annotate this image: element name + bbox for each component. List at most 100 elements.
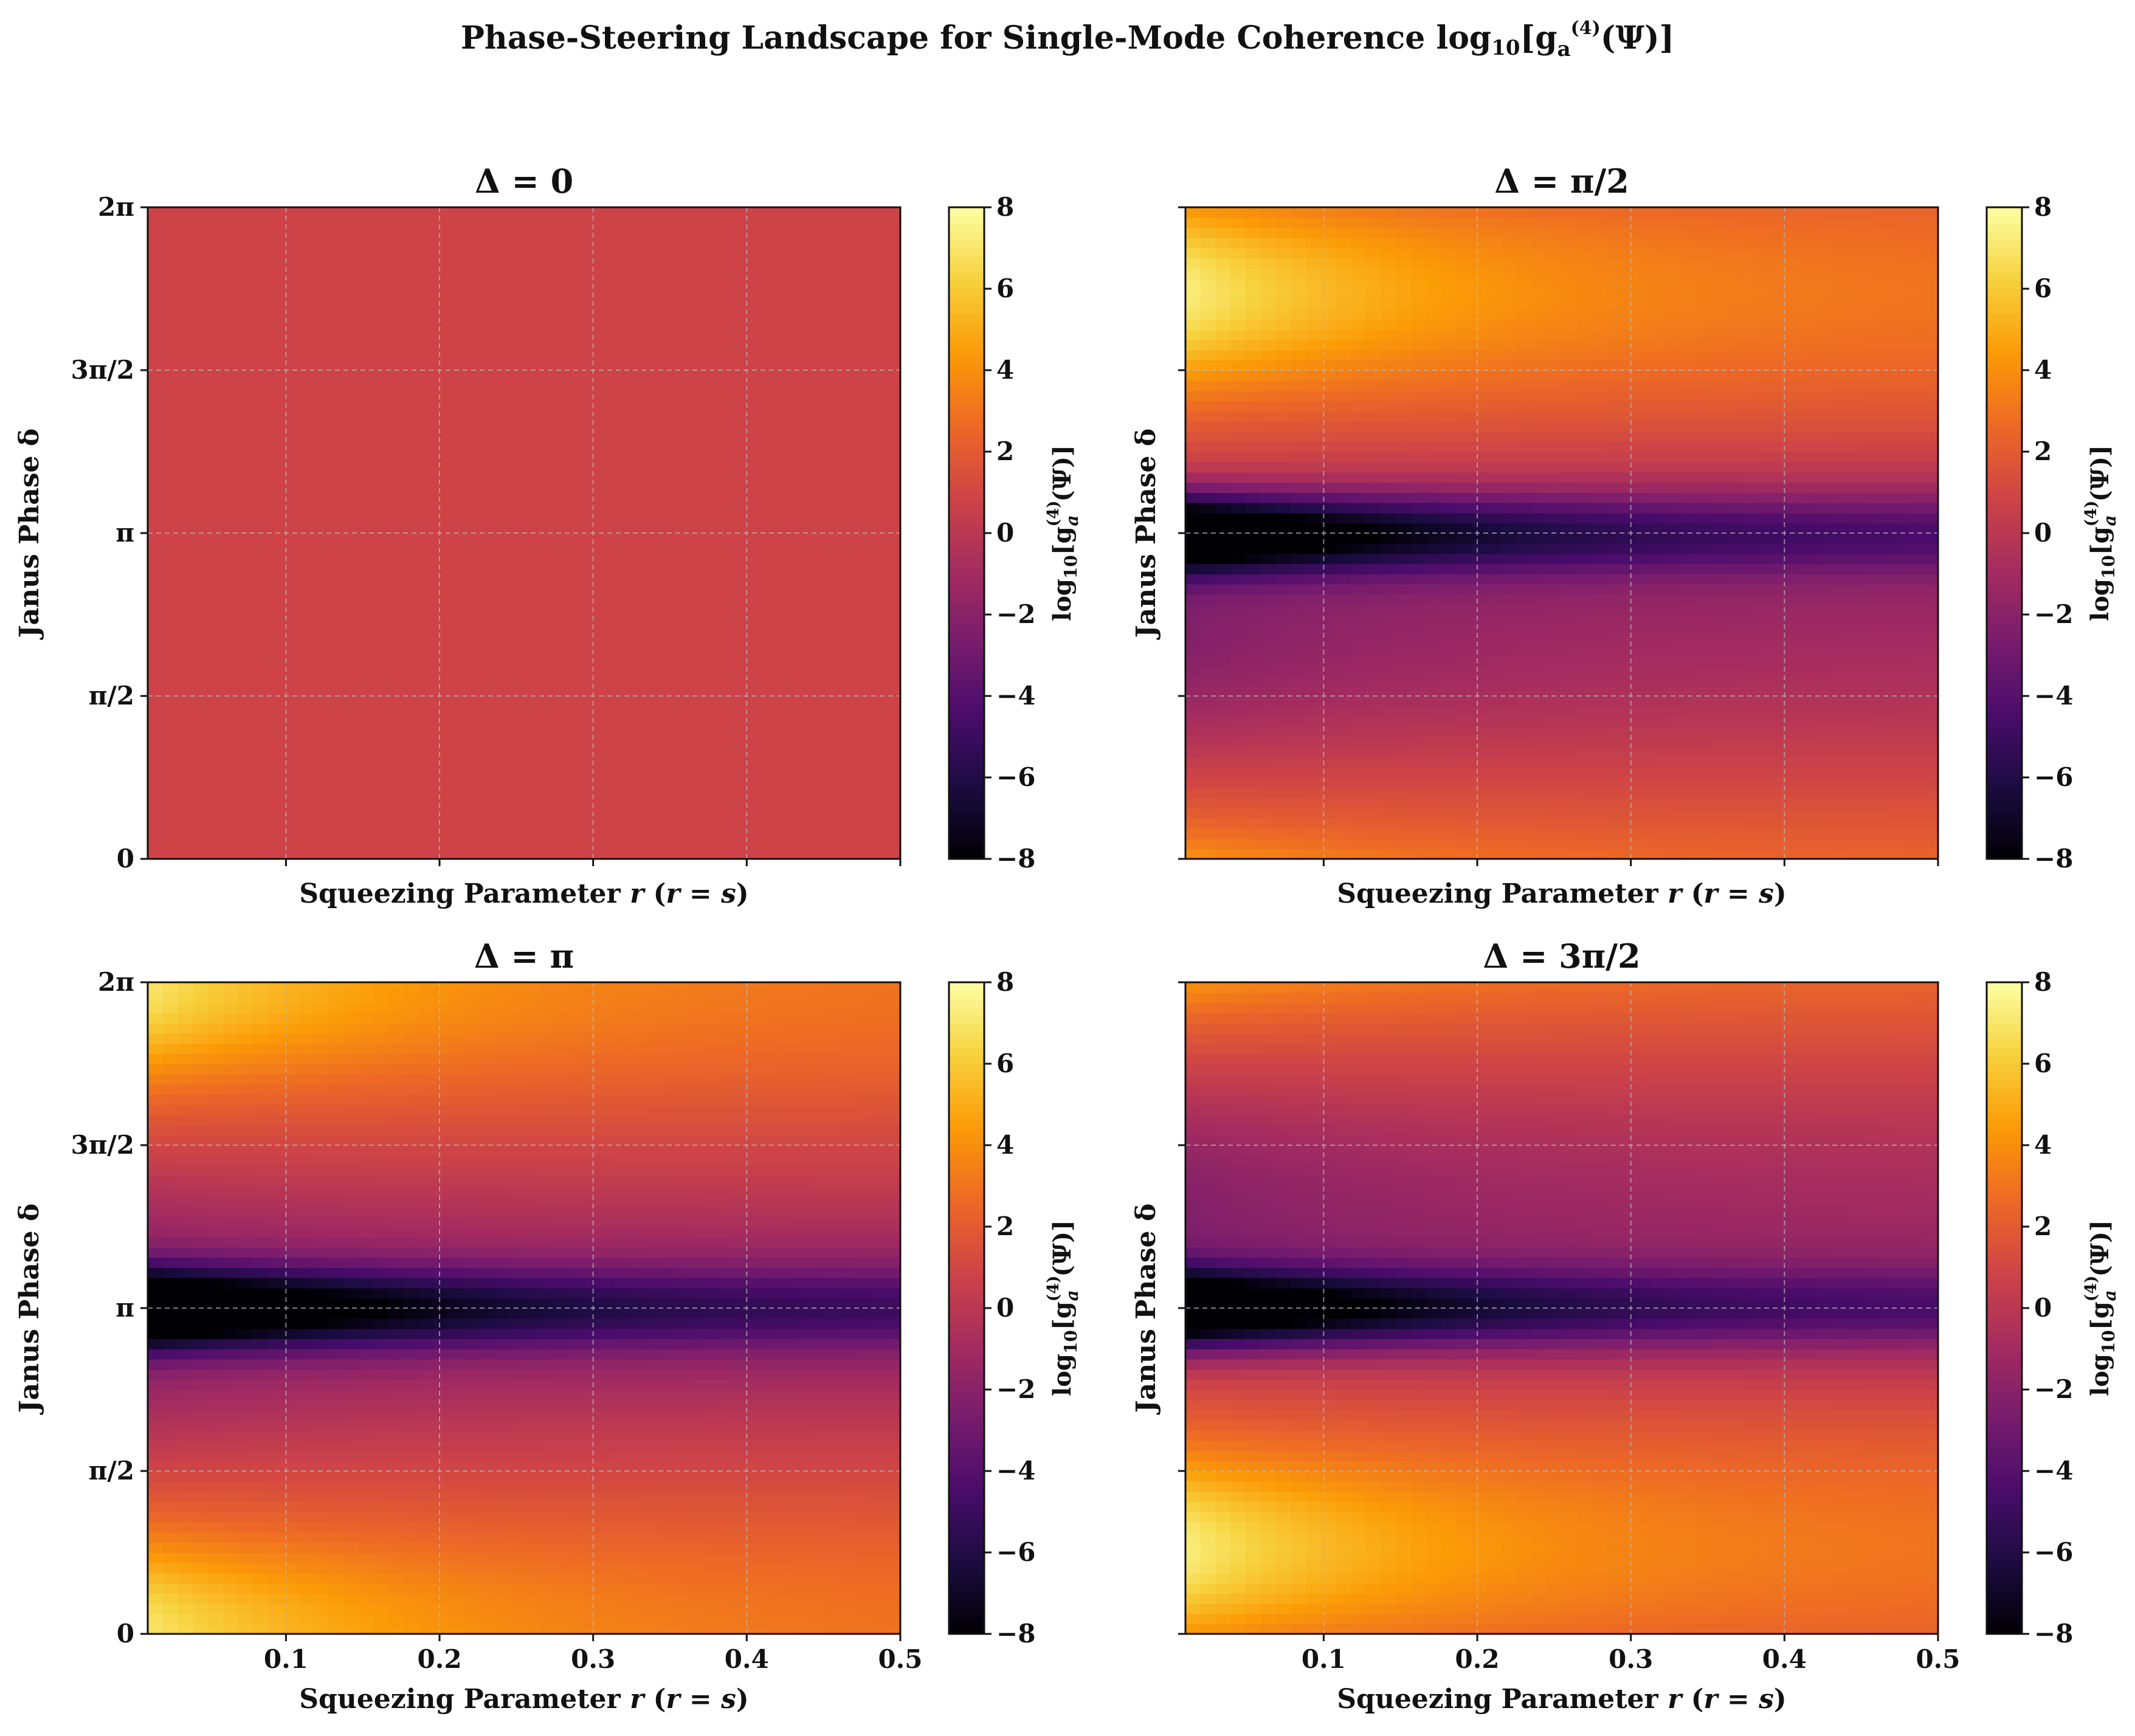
- heatmap-cell: [478, 604, 495, 615]
- heatmap-cell: [283, 828, 299, 839]
- heatmap-cell: [1381, 268, 1397, 280]
- heatmap-cell: [178, 574, 194, 585]
- heatmap-cell: [208, 248, 224, 259]
- heatmap-cell: [253, 411, 269, 422]
- heatmap-cell: [1351, 411, 1367, 422]
- heatmap-cell: [539, 360, 555, 371]
- heatmap-cell: [343, 523, 359, 534]
- heatmap-cell: [689, 268, 705, 280]
- heatmap-cell: [1486, 350, 1502, 361]
- heatmap-cell: [705, 217, 720, 229]
- heatmap-cell: [659, 828, 675, 839]
- heatmap-cell: [328, 757, 344, 768]
- heatmap-cell: [1456, 452, 1472, 463]
- heatmap-cell: [238, 523, 254, 534]
- heatmap-cell: [629, 217, 645, 229]
- heatmap-cell: [674, 461, 691, 473]
- heatmap-cell: [779, 360, 796, 371]
- heatmap-cell: [554, 563, 570, 574]
- heatmap-cell: [659, 512, 675, 524]
- heatmap-cell: [193, 797, 209, 809]
- heatmap-cell: [584, 421, 600, 432]
- heatmap-cell: [509, 492, 525, 503]
- heatmap-cell: [719, 767, 736, 778]
- heatmap-cell: [449, 553, 464, 565]
- heatmap-cell: [719, 553, 736, 565]
- heatmap-cell: [584, 594, 600, 605]
- heatmap-cell: [810, 726, 826, 737]
- heatmap-cell: [779, 818, 796, 829]
- heatmap-cell: [178, 207, 194, 218]
- heatmap-cell: [1351, 319, 1367, 330]
- heatmap-cell: [222, 696, 239, 707]
- heatmap-cell: [674, 370, 691, 381]
- colorbar-segment: [949, 435, 984, 444]
- heatmap-cell: [1456, 686, 1472, 697]
- heatmap-cell: [328, 248, 344, 259]
- heatmap-cell: [1501, 696, 1517, 707]
- heatmap-cell: [373, 635, 389, 646]
- heatmap-cell: [388, 248, 404, 259]
- heatmap-cell: [779, 737, 796, 748]
- heatmap-cell: [1531, 238, 1548, 249]
- heatmap-cell: [494, 207, 510, 218]
- heatmap-cell: [238, 696, 254, 707]
- heatmap-cell: [1396, 543, 1412, 554]
- heatmap-cell: [614, 716, 630, 728]
- heatmap-cell: [193, 227, 209, 239]
- heatmap-cell: [779, 441, 796, 452]
- heatmap-cell: [795, 329, 811, 340]
- heatmap-cell: [825, 238, 841, 249]
- heatmap-cell: [1275, 319, 1292, 330]
- heatmap-cell: [343, 207, 359, 218]
- heatmap-cell: [1547, 777, 1562, 788]
- heatmap-cell: [1426, 543, 1442, 554]
- heatmap-cell: [569, 329, 585, 340]
- heatmap-cell: [1336, 268, 1352, 280]
- heatmap-cell: [1516, 360, 1533, 371]
- colorbar-segment: [949, 712, 984, 721]
- heatmap-cell: [1306, 502, 1322, 514]
- heatmap-cell: [644, 716, 660, 728]
- heatmap-cell: [1471, 553, 1487, 565]
- heatmap-cell: [283, 849, 299, 859]
- heatmap-cell: [614, 757, 630, 768]
- heatmap-cell: [524, 757, 540, 768]
- heatmap-cell: [418, 421, 435, 432]
- heatmap-cell: [554, 207, 570, 218]
- heatmap-cell: [1471, 421, 1487, 432]
- heatmap-cell: [810, 706, 826, 717]
- heatmap-cell: [343, 563, 359, 574]
- heatmap-cell: [539, 461, 555, 473]
- heatmap-cell: [478, 258, 495, 269]
- heatmap-cell: [1501, 441, 1517, 452]
- colorbar-segment: [949, 663, 984, 672]
- heatmap-cell: [403, 278, 419, 289]
- heatmap-cell: [478, 686, 495, 697]
- heatmap-cell: [719, 289, 736, 300]
- heatmap-cell: [328, 329, 344, 340]
- heatmap-cell: [1291, 461, 1306, 473]
- heatmap-cell: [1486, 502, 1502, 514]
- heatmap-cell: [253, 533, 269, 544]
- heatmap-cell: [148, 533, 164, 544]
- heatmap-cell: [584, 615, 600, 625]
- heatmap-cell: [599, 227, 615, 239]
- heatmap-cell: [1456, 838, 1472, 850]
- heatmap-cell: [1396, 309, 1412, 320]
- heatmap-cell: [1230, 767, 1246, 778]
- heatmap-cell: [1306, 360, 1322, 371]
- heatmap-cell: [719, 726, 736, 737]
- heatmap-cell: [599, 452, 615, 463]
- heatmap-cell: [1320, 665, 1337, 677]
- heatmap-cell: [765, 706, 781, 717]
- heatmap-cell: [1471, 615, 1487, 625]
- heatmap-cell: [433, 431, 449, 443]
- heatmap-cell: [1200, 329, 1216, 340]
- heatmap-cell: [1320, 441, 1337, 452]
- heatmap-cell: [388, 350, 404, 361]
- heatmap-cell: [599, 828, 615, 839]
- heatmap-cell: [162, 441, 179, 452]
- heatmap-cell: [178, 767, 194, 778]
- heatmap-cell: [870, 329, 886, 340]
